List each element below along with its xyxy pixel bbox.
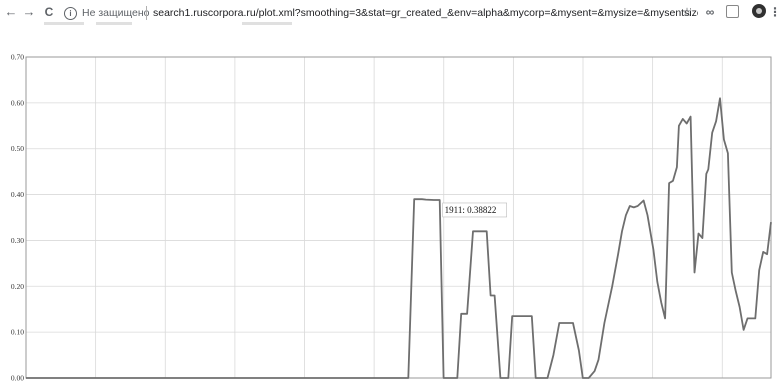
- toolbar-shadow: [242, 22, 292, 25]
- y-tick-label: 0.40: [11, 190, 24, 199]
- extension-icon[interactable]: ∞: [705, 5, 715, 19]
- info-icon[interactable]: i: [64, 7, 77, 20]
- toolbar-shadow: [96, 22, 132, 25]
- toolbar-shadow: [44, 22, 84, 25]
- line-chart: 0.70 0.60 0.50 0.40 0.30 0.20 0.10 0.00 1911: 0…: [11, 53, 772, 382]
- profile-avatar[interactable]: [752, 4, 766, 18]
- security-label[interactable]: Не защищено: [82, 7, 150, 19]
- menu-icon[interactable]: ⋮: [769, 5, 781, 19]
- y-tick-label: 0.00: [11, 374, 24, 382]
- y-tick-label: 0.60: [11, 98, 24, 107]
- address-divider: [146, 6, 147, 20]
- y-axis-ticks: 0.70 0.60 0.50 0.40 0.30 0.20 0.10 0.00: [11, 53, 24, 382]
- y-tick-label: 0.10: [11, 328, 24, 337]
- reload-icon[interactable]: C: [44, 5, 54, 19]
- data-tooltip: 1911: 0.38822: [442, 202, 507, 218]
- forward-arrow-icon[interactable]: →: [22, 4, 36, 19]
- y-tick-label: 0.70: [11, 53, 24, 62]
- y-tick-label: 0.30: [11, 236, 24, 245]
- series-line[interactable]: [26, 97, 772, 379]
- back-arrow-icon[interactable]: ←: [4, 4, 18, 19]
- tooltip-text: 1911: 0.38822: [445, 205, 497, 215]
- y-tick-label: 0.20: [11, 282, 24, 291]
- y-tick-label: 0.50: [11, 144, 24, 153]
- extension-box-icon[interactable]: [726, 5, 739, 18]
- browser-toolbar: ← → C i Не защищено search1.ruscorpora.r…: [0, 0, 782, 26]
- plot-frame: [25, 56, 772, 379]
- chart-gridlines: [26, 56, 771, 379]
- url-text[interactable]: search1.ruscorpora.ru/plot.xml?smoothing…: [153, 7, 698, 19]
- star-icon[interactable]: ☆: [681, 5, 693, 19]
- address-bar[interactable]: i Не защищено search1.ruscorpora.ru/plot…: [64, 2, 698, 24]
